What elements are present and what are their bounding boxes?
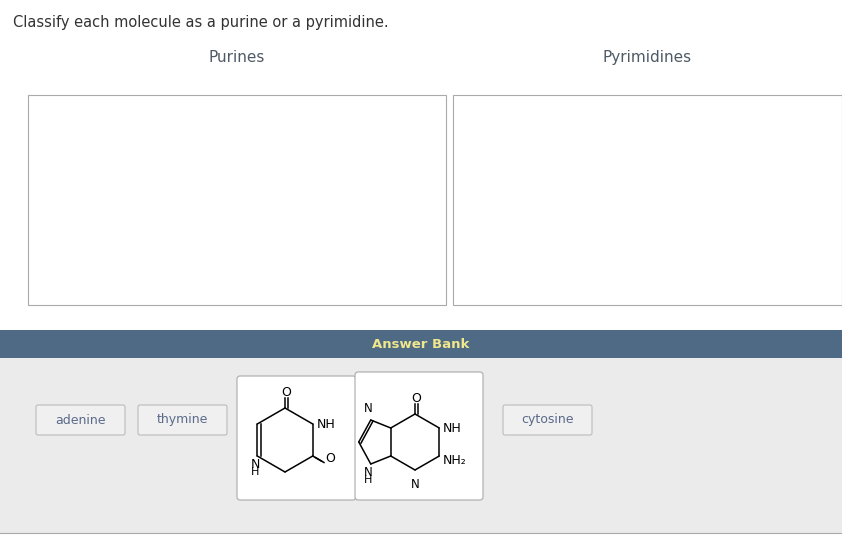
FancyBboxPatch shape xyxy=(503,405,592,435)
Text: N: N xyxy=(364,466,372,479)
FancyBboxPatch shape xyxy=(237,376,356,500)
Text: thymine: thymine xyxy=(157,414,208,426)
Text: N: N xyxy=(251,458,260,471)
Text: NH: NH xyxy=(443,422,462,434)
FancyBboxPatch shape xyxy=(36,405,125,435)
FancyBboxPatch shape xyxy=(355,372,483,500)
Text: NH₂: NH₂ xyxy=(443,454,467,467)
FancyBboxPatch shape xyxy=(138,405,227,435)
Text: adenine: adenine xyxy=(56,414,106,426)
Text: O: O xyxy=(412,392,422,404)
Text: Answer Bank: Answer Bank xyxy=(372,338,470,350)
Bar xyxy=(0,358,842,533)
Text: Purines: Purines xyxy=(209,50,265,65)
Text: N: N xyxy=(411,478,419,491)
Text: H: H xyxy=(251,467,259,477)
Text: O: O xyxy=(281,386,291,399)
Bar xyxy=(28,95,446,305)
Text: NH: NH xyxy=(317,417,335,431)
Text: cytosine: cytosine xyxy=(521,414,573,426)
Bar xyxy=(0,330,842,358)
Text: O: O xyxy=(325,453,335,465)
Text: Classify each molecule as a purine or a pyrimidine.: Classify each molecule as a purine or a … xyxy=(13,15,389,30)
Text: Pyrimidines: Pyrimidines xyxy=(602,50,691,65)
Text: H: H xyxy=(364,475,372,485)
Bar xyxy=(453,95,842,305)
Text: N: N xyxy=(364,402,372,415)
